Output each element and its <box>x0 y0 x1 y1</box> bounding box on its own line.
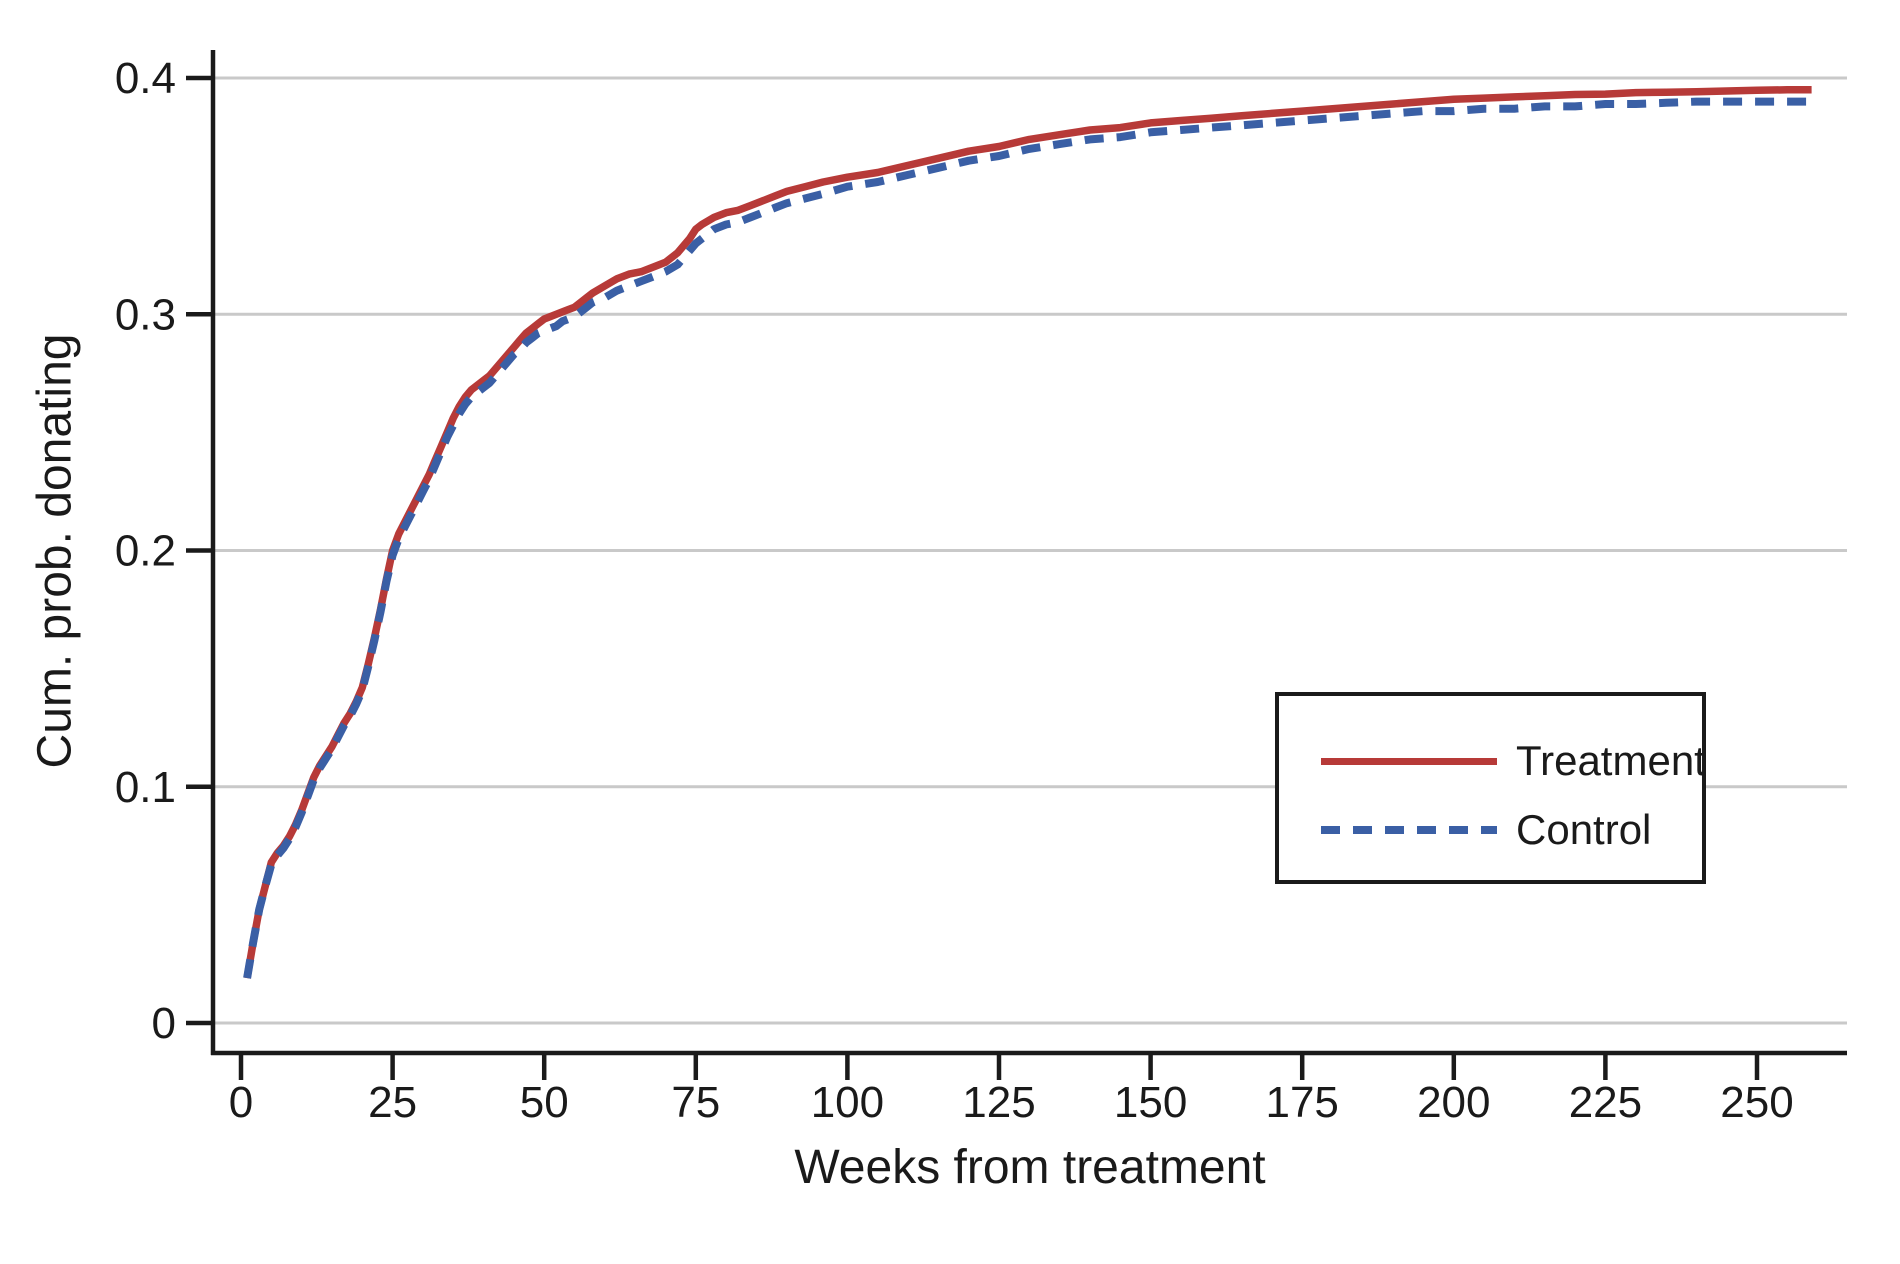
x-tick-label: 100 <box>811 1078 884 1127</box>
y-tick-label: 0.2 <box>115 527 176 576</box>
y-tick-label: 0.1 <box>115 763 176 812</box>
x-tick-label: 125 <box>962 1078 1035 1127</box>
y-tick-label: 0.4 <box>115 54 176 103</box>
x-tick-label: 225 <box>1569 1078 1642 1127</box>
x-tick-label: 25 <box>368 1078 417 1127</box>
legend-label-treatment: Treatment <box>1516 737 1706 784</box>
y-tick-label: 0.3 <box>115 290 176 339</box>
x-tick-label: 150 <box>1114 1078 1187 1127</box>
legend: Treatment Control <box>1275 692 1706 884</box>
control-curve <box>243 97 1812 979</box>
x-tick-label: 250 <box>1720 1078 1793 1127</box>
x-tick-label: 75 <box>671 1078 720 1127</box>
x-axis-title: Weeks from treatment <box>794 1141 1266 1194</box>
y-axis-title: Cum. prob. donating <box>28 333 82 769</box>
x-tick-label: 50 <box>520 1078 569 1127</box>
x-tick-label: 200 <box>1417 1078 1490 1127</box>
x-tick-label: 175 <box>1265 1078 1338 1127</box>
x-tick-label: 0 <box>229 1078 253 1127</box>
treatment-line-swatch <box>1321 758 1497 765</box>
y-tick-label: 0 <box>152 999 176 1048</box>
legend-label-control: Control <box>1516 806 1652 853</box>
control-line-swatch <box>1321 826 1497 834</box>
